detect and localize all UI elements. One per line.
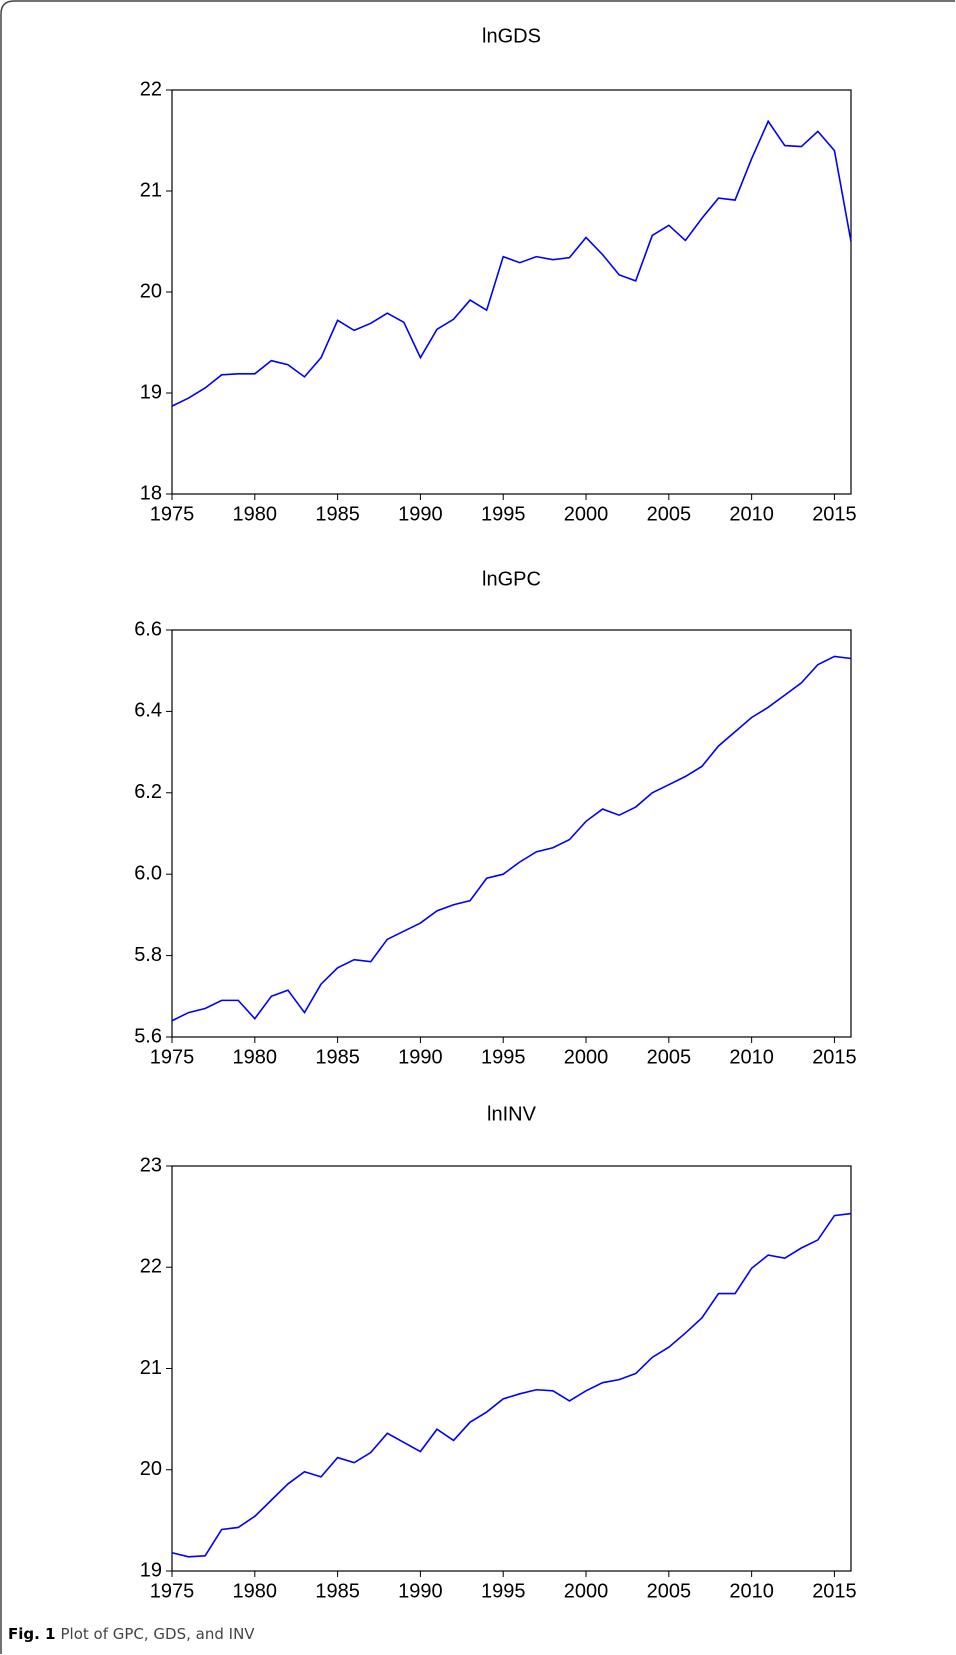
x-tick-label: 2000 <box>564 1046 609 1068</box>
y-tick-label: 20 <box>140 280 162 302</box>
x-tick-label: 1995 <box>481 503 526 525</box>
caption-text: Plot of GPC, GDS, and INV <box>60 1625 255 1643</box>
y-tick-label: 20 <box>140 1458 162 1480</box>
x-tick-label: 2000 <box>564 1580 609 1602</box>
x-tick-label: 2010 <box>729 503 774 525</box>
x-tick-label: 2005 <box>647 1046 692 1068</box>
x-tick-label: 2005 <box>647 1580 692 1602</box>
y-tick-label: 5.8 <box>134 944 162 966</box>
figure-label: Fig. 1 <box>8 1625 55 1643</box>
y-tick-label: 6.2 <box>134 781 162 803</box>
x-tick-label: 2000 <box>564 503 609 525</box>
plot-frame <box>171 89 852 495</box>
y-tick-label: 23 <box>140 1154 162 1176</box>
x-tick-label: 1985 <box>315 503 360 525</box>
x-tick-label: 1995 <box>481 1046 526 1068</box>
y-tick-label: 21 <box>140 179 162 201</box>
y-tick-label: 21 <box>140 1357 162 1379</box>
chart-title: lnGPC <box>482 568 541 590</box>
caption: Fig. 1 Plot of GPC, GDS, and INV <box>8 1625 255 1643</box>
chart-title: lnGDS <box>482 25 541 47</box>
y-tick-label: 22 <box>140 1256 162 1278</box>
x-tick-label: 1980 <box>233 1580 278 1602</box>
x-tick-label: 1975 <box>150 1046 195 1068</box>
x-tick-label: 2015 <box>812 1046 857 1068</box>
x-tick-label: 2005 <box>647 503 692 525</box>
x-tick-label: 1990 <box>398 1046 443 1068</box>
series-line <box>171 1212 852 1558</box>
x-tick-label: 2010 <box>729 1046 774 1068</box>
x-tick-label: 2015 <box>812 503 857 525</box>
chart-title: lnINV <box>487 1103 537 1125</box>
x-tick-label: 1980 <box>233 503 278 525</box>
series-line <box>171 119 852 407</box>
y-tick-label: 6.4 <box>134 700 162 722</box>
x-tick-label: 1995 <box>481 1580 526 1602</box>
y-tick-label: 18 <box>140 482 162 504</box>
x-tick-label: 1985 <box>315 1580 360 1602</box>
plot-frame <box>171 1165 852 1572</box>
y-tick-label: 6.0 <box>134 862 162 884</box>
x-tick-label: 1990 <box>398 1580 443 1602</box>
series-line <box>171 655 852 1022</box>
x-tick-label: 1975 <box>150 1580 195 1602</box>
x-tick-label: 1985 <box>315 1046 360 1068</box>
y-tick-label: 5.6 <box>134 1025 162 1047</box>
x-tick-label: 1980 <box>233 1046 278 1068</box>
x-tick-label: 2010 <box>729 1580 774 1602</box>
y-tick-label: 19 <box>140 1559 162 1581</box>
y-tick-label: 22 <box>140 78 162 100</box>
plot-frame <box>171 629 852 1038</box>
x-tick-label: 1975 <box>150 503 195 525</box>
y-tick-label: 6.6 <box>134 618 162 640</box>
x-tick-label: 2015 <box>812 1580 857 1602</box>
y-tick-label: 19 <box>140 381 162 403</box>
x-tick-label: 1990 <box>398 503 443 525</box>
